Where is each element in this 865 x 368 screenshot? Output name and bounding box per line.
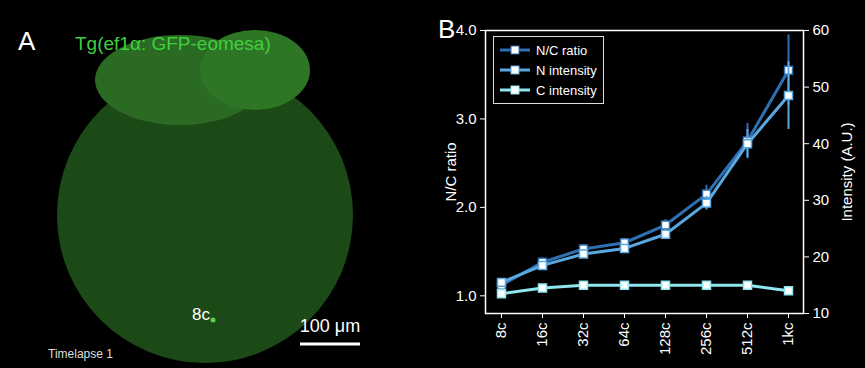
- svg-text:50: 50: [813, 78, 830, 95]
- svg-text:1kc: 1kc: [779, 322, 796, 346]
- html-text:B: B: [438, 14, 456, 44]
- svg-text:Tg(ef1α: GFP-eomesa): Tg(ef1α: GFP-eomesa): [75, 33, 271, 54]
- svg-text:64c: 64c: [615, 322, 632, 347]
- html-text:C intensity: C intensity: [536, 82, 597, 98]
- svg-text:16c: 16c: [533, 322, 550, 347]
- svg-text:512c: 512c: [738, 322, 755, 355]
- svg-text:20: 20: [813, 248, 830, 265]
- svg-text:3.0: 3.0: [456, 110, 477, 127]
- svg-text:Intensity (A.U.): Intensity (A.U.): [838, 122, 855, 221]
- svg-text:100 μm: 100 μm: [300, 316, 360, 336]
- svg-text:4.0: 4.0: [456, 21, 477, 38]
- svg-text:A: A: [18, 26, 36, 56]
- svg-text:10: 10: [813, 304, 830, 321]
- svg-text:1.0: 1.0: [456, 287, 477, 304]
- svg-text:8c: 8c: [192, 305, 210, 324]
- svg-text:256c: 256c: [697, 322, 714, 355]
- svg-text:30: 30: [813, 191, 830, 208]
- svg-text:32c: 32c: [574, 322, 591, 347]
- html-text:N/C ratio: N/C ratio: [536, 42, 588, 58]
- html-text:N intensity: N intensity: [536, 62, 597, 78]
- svg-text:2.0: 2.0: [455, 198, 477, 216]
- svg-text:60: 60: [813, 21, 830, 38]
- svg-text:40: 40: [813, 135, 830, 152]
- svg-text:N/C ratio: N/C ratio: [442, 142, 459, 201]
- svg-text:8c: 8c: [492, 322, 509, 338]
- svg-text:Timelapse 1: Timelapse 1: [48, 347, 113, 361]
- svg-text:128c: 128c: [656, 322, 673, 355]
